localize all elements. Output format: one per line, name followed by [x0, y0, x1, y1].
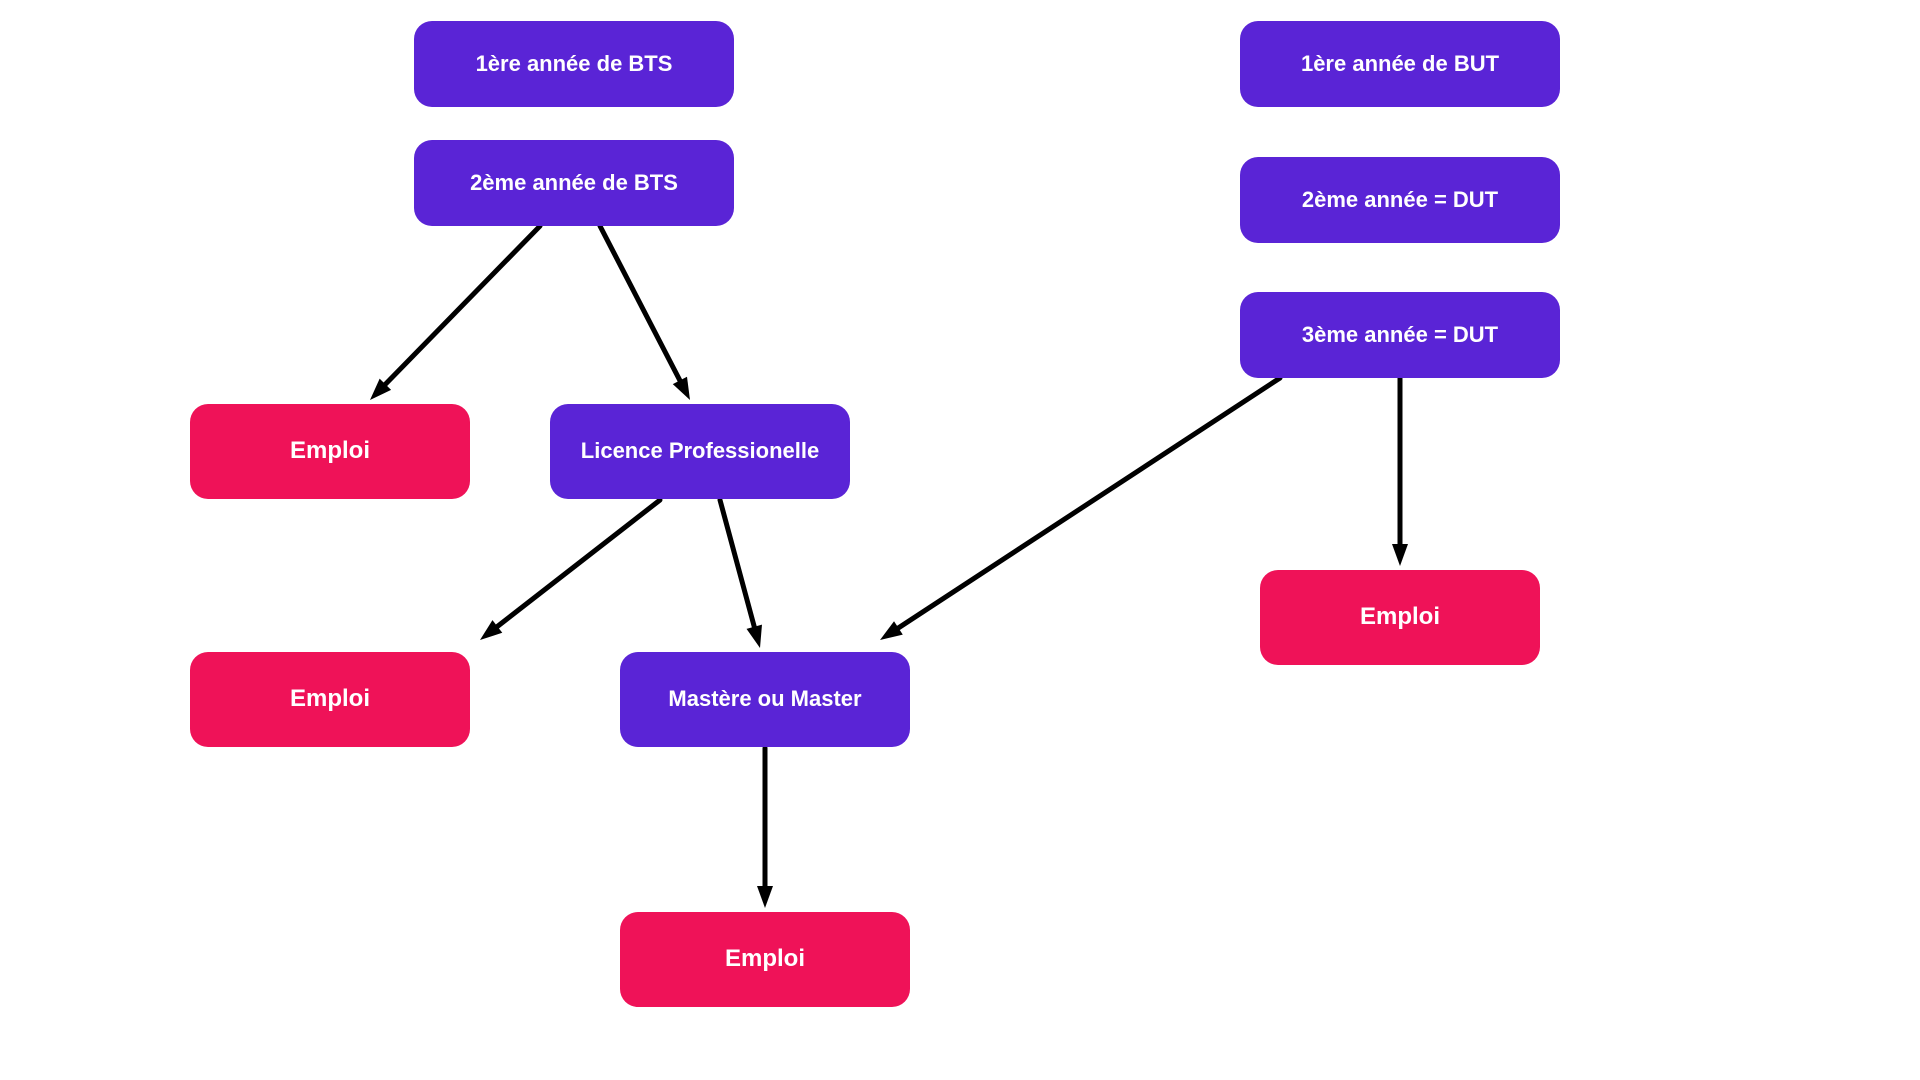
node-bts-year-2: 2ème année de BTS [414, 140, 734, 226]
node-master: Mastère ou Master [620, 652, 910, 747]
node-label: 3ème année = DUT [1302, 322, 1498, 348]
edges-layer [0, 0, 1920, 1080]
node-but-year-1: 1ère année de BUT [1240, 21, 1560, 107]
node-label: Emploi [290, 685, 370, 714]
node-emploi-2: Emploi [190, 652, 470, 747]
node-bts-year-1: 1ère année de BTS [414, 21, 734, 107]
node-label: 1ère année de BUT [1301, 51, 1499, 77]
node-label: Licence Professionelle [581, 438, 819, 464]
node-label: Emploi [725, 945, 805, 974]
node-emploi-4: Emploi [1260, 570, 1540, 665]
node-emploi-1: Emploi [190, 404, 470, 499]
node-emploi-3: Emploi [620, 912, 910, 1007]
node-dut-year-3: 3ème année = DUT [1240, 292, 1560, 378]
node-label: 1ère année de BTS [476, 51, 673, 77]
node-label: 2ème année = DUT [1302, 187, 1498, 213]
node-label: Emploi [1360, 603, 1440, 632]
node-dut-year-2: 2ème année = DUT [1240, 157, 1560, 243]
node-label: Mastère ou Master [668, 686, 861, 712]
node-label: 2ème année de BTS [470, 170, 678, 196]
node-label: Emploi [290, 437, 370, 466]
node-licence-pro: Licence Professionelle [550, 404, 850, 499]
flowchart-canvas: 1ère année de BTS 2ème année de BTS Empl… [0, 0, 1920, 1080]
